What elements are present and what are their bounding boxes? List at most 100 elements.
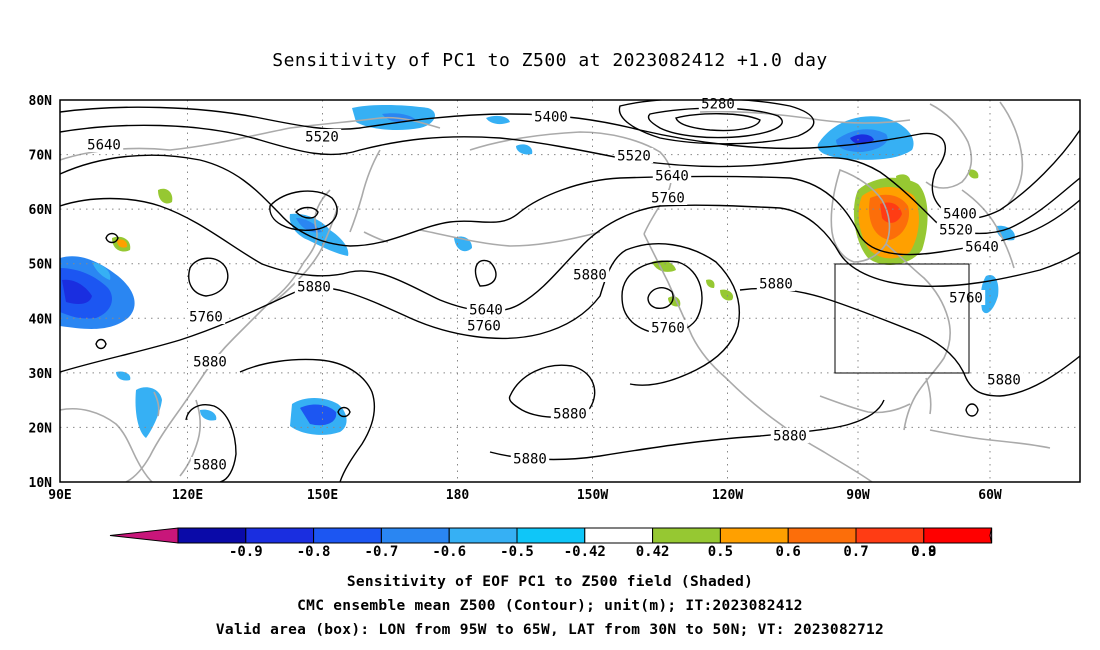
contour-5640-b [474,259,497,287]
contour-label-bg [190,354,230,369]
coast-gulf [819,395,911,414]
lat-label: 80N [29,94,53,109]
contour-label-bg [652,168,692,183]
colorbar-segment [380,527,450,544]
caption-line-2: CMC ensemble mean Z500 (Contour); unit(m… [297,598,803,614]
colorbar: -0.9 -0.8 -0.7 -0.6 -0.5 -0.42 0.42 0.5 0.6 0.7 0.… [109,527,993,560]
contour-5880-south [489,399,885,461]
colorbar-label: -0.6 [432,544,466,560]
contour-label: 5280 [701,97,735,113]
shade-neg-sw2 [116,371,131,381]
colorbar-label: 0.9 [911,544,936,560]
contour-label: 5640 [469,303,503,319]
contour-label: 5880 [297,280,331,296]
contour-label: 5880 [193,458,227,474]
contour-label: 5520 [305,130,339,146]
contour-label: 5760 [651,191,685,207]
colorbar-label: -0.5 [500,544,534,560]
lat-label: 20N [29,421,53,436]
lon-label: 120W [712,488,743,503]
shade-neg-arctic-2 [486,115,510,125]
grid-lines [60,100,1080,482]
coast-labrador [961,189,1015,269]
lon-label: 60W [978,488,1002,503]
colorbar-label: -0.42 [564,544,606,560]
contour-5760-west-loop [188,257,229,297]
contour-5760-low [621,260,703,335]
contour-label: 5880 [513,452,547,468]
shade-neg-south-small [200,409,217,421]
contour-label-bg [962,239,1002,254]
colorbar-segment [448,527,518,544]
shade-neg-south-core [300,404,337,426]
coast-caribbean [929,429,1051,449]
shade-neg-west-light [92,262,111,280]
colorbar-segment [177,527,247,544]
contour-label-bg [614,148,654,163]
colorbar-label: 0.7 [843,544,868,560]
coast-asia-north [60,116,441,161]
map-frame [59,99,1081,483]
contour-label-bg [946,290,986,305]
contour-5640 [60,154,1080,256]
contour-5760-west [60,197,1080,312]
coast-asia-south [60,408,153,482]
contour-label-bg [302,129,342,144]
contour-label: 5880 [193,355,227,371]
colorbar-segment [652,527,721,544]
lon-label: 150E [307,488,338,503]
caption-line-1: Sensitivity of EOF PC1 to Z500 field (Sh… [346,574,754,590]
lon-label: 120E [172,488,203,503]
coast-canada-arctic [699,110,911,124]
contour-label-bg [294,279,334,294]
contour-label-bg [648,320,688,335]
contour-5280 [618,100,815,145]
lat-label: 30N [29,367,53,382]
lat-label: 10N [29,476,53,491]
coastlines [60,101,1051,482]
coast-kamchatka [349,149,381,233]
contour-5880-main [60,243,741,386]
lat-label: 50N [29,258,53,273]
valid-area-box [834,263,970,374]
contour-label-bg [984,372,1024,387]
latitude-labels: 80N 70N 60N 50N 40N 30N 20N 10N [29,94,53,491]
colorbar-label: 0.42 [636,544,670,560]
contour-label: 5880 [987,373,1021,389]
shade-pos-pac-3 [720,289,734,301]
coast-na-west [643,233,873,482]
contour-5880-tiny2 [95,338,107,350]
contour-label-bg [186,309,226,324]
map-background [60,100,1080,482]
contour-label-bg [648,190,688,205]
contour-label-bg [936,222,976,237]
lon-label: 150W [577,488,608,503]
contour-label-bg [770,428,810,443]
coast-philippines [179,399,201,477]
contour-label: 5640 [655,169,689,185]
shade-neg-sw [135,387,162,438]
coast-taiwan [153,391,160,417]
coast-florida [925,377,932,415]
shade-pos-pac-4 [706,279,715,288]
shade-pos-small-2 [968,169,979,179]
contour-label: 5400 [943,207,977,223]
colorbar-segment [313,527,382,544]
shade-neg-east-dark [850,134,874,145]
coast-na-east [885,243,951,431]
coast-aleutian [419,229,601,247]
colorbar-under-triangle [109,527,179,544]
contour-label: 5520 [617,149,651,165]
sensitivity-shading [60,105,1015,438]
colorbar-label: 0.8 [911,544,936,560]
caption-line-3: Valid area (box): LON from 95W to 65W, L… [215,622,885,638]
colorbar-segment [923,527,993,544]
lon-label: 90W [846,488,870,503]
contour-label-bg [531,109,571,124]
colorbar-segment [584,527,654,544]
colorbar-label: 0.6 [776,544,801,560]
contour-label-bg [756,276,796,291]
contour-label-bg [464,318,504,333]
